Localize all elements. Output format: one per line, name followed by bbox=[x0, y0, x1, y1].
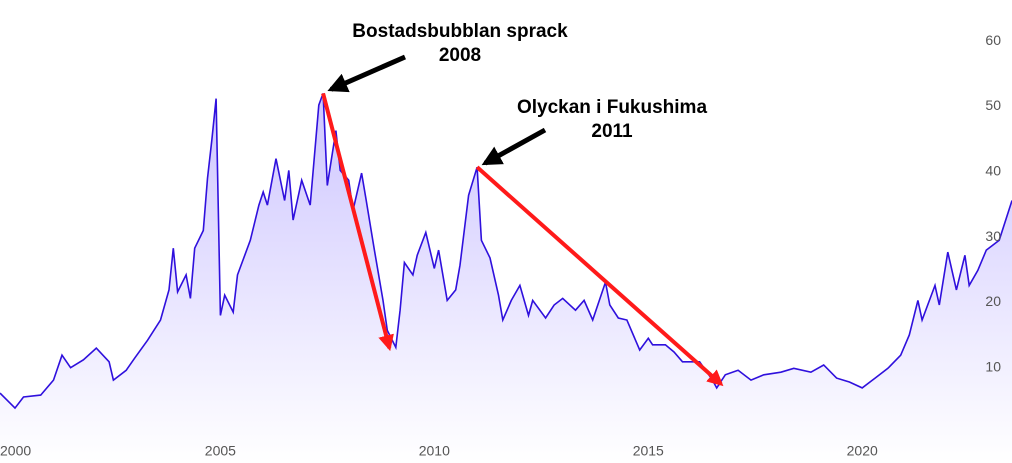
annotation-text: Bostadsbubblan sprack bbox=[352, 21, 568, 42]
x-tick-label: 2000 bbox=[0, 443, 31, 459]
pointer-arrow bbox=[327, 54, 407, 93]
y-tick-label: 20 bbox=[985, 293, 1001, 309]
x-tick-label: 2010 bbox=[419, 443, 450, 459]
line bbox=[0, 93, 1012, 410]
pointer-arrow bbox=[481, 127, 547, 166]
trend-arrow bbox=[475, 165, 724, 387]
trend-arrow bbox=[321, 92, 394, 352]
x-tick-label: 2005 bbox=[205, 443, 236, 459]
annotation-text: 2011 bbox=[591, 121, 633, 142]
x-tick-label: 2020 bbox=[847, 443, 878, 459]
y-tick-label: 60 bbox=[985, 32, 1001, 48]
annotation-text: Olyckan i Fukushima bbox=[517, 97, 707, 118]
annotation-text: 2008 bbox=[439, 45, 481, 66]
x-tick-label: 2015 bbox=[633, 443, 664, 459]
y-tick-label: 50 bbox=[985, 97, 1001, 113]
y-tick-label: 10 bbox=[985, 358, 1001, 374]
y-tick-label: 40 bbox=[985, 162, 1001, 178]
y-tick-label: 30 bbox=[985, 228, 1001, 244]
area bbox=[0, 93, 1012, 463]
